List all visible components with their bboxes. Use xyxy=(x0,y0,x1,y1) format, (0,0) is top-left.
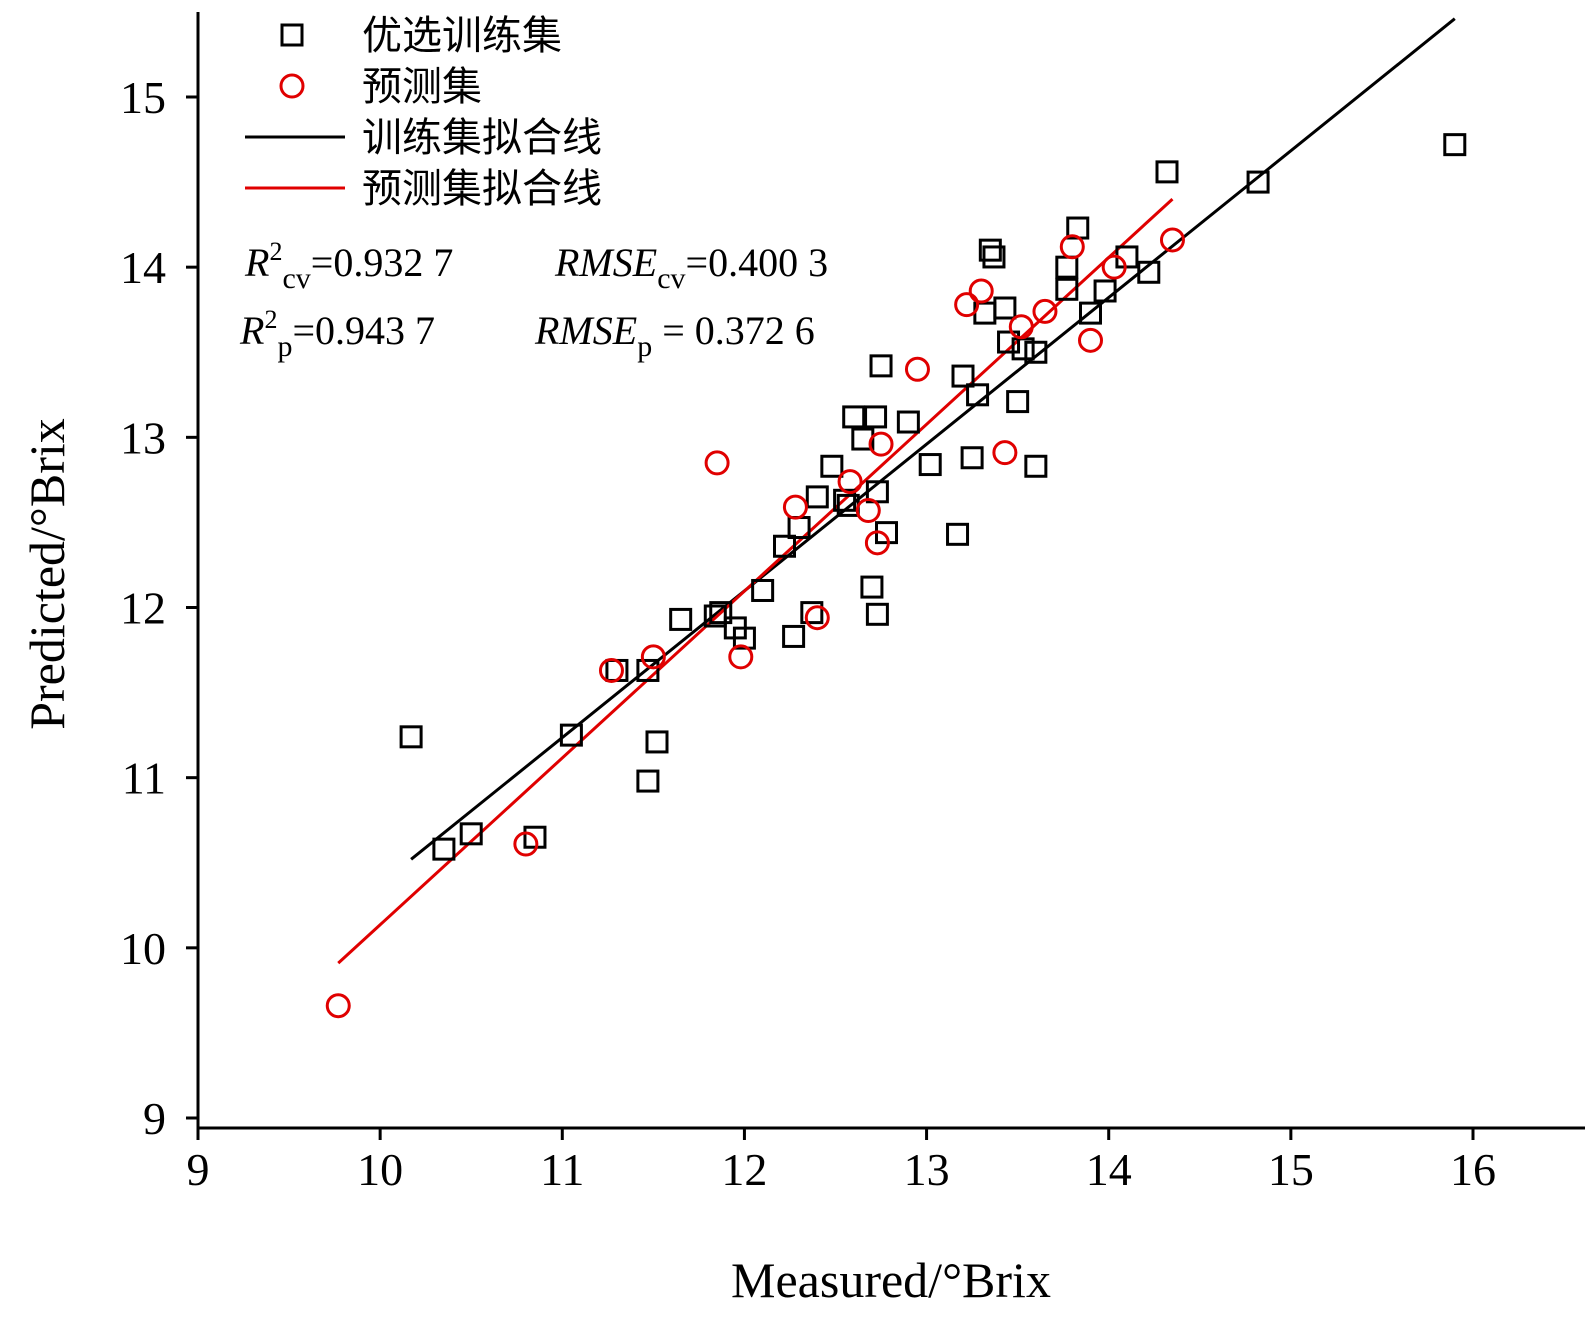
training-point xyxy=(1079,301,1102,325)
prediction-point xyxy=(904,356,930,382)
training-point xyxy=(960,446,984,470)
training-point xyxy=(782,624,806,648)
prediction-point xyxy=(855,498,881,524)
training-point xyxy=(896,410,920,434)
prediction-point xyxy=(513,831,539,857)
legend-label: 预测集拟合线 xyxy=(362,166,602,212)
y-tick-label: 10 xyxy=(120,923,166,974)
y-tick-label: 13 xyxy=(120,412,166,463)
training-point xyxy=(869,354,893,378)
y-tick-label: 15 xyxy=(120,72,166,123)
training-point xyxy=(978,238,1002,262)
prediction-point xyxy=(864,530,890,556)
prediction-point xyxy=(1159,227,1185,253)
training-point xyxy=(864,405,888,429)
prediction-point xyxy=(1032,298,1058,324)
training-point xyxy=(1443,133,1467,157)
x-tick-label: 16 xyxy=(1450,1144,1496,1195)
x-tick-label: 15 xyxy=(1268,1144,1314,1195)
x-tick-label: 14 xyxy=(1086,1144,1132,1195)
prediction-point xyxy=(1008,314,1034,340)
y-tick-label: 9 xyxy=(143,1093,166,1144)
legend-label: 优选训练集 xyxy=(362,13,562,59)
legend-square-icon xyxy=(280,23,304,47)
prediction-point xyxy=(1078,327,1103,353)
prediction-point xyxy=(598,657,624,683)
prediction-point xyxy=(968,278,994,304)
training-point xyxy=(842,405,866,429)
stats-line-cv: R2cv=0.932 7 RMSEcv=0.400 3 xyxy=(244,237,828,295)
x-tick-label: 13 xyxy=(904,1144,950,1195)
training-point xyxy=(636,658,660,682)
legend-label: 预测集 xyxy=(362,64,482,110)
training-point xyxy=(1246,170,1270,194)
prediction-point xyxy=(954,292,980,318)
training-point xyxy=(860,575,884,599)
y-tick-label: 12 xyxy=(120,583,166,634)
legend-circle-icon xyxy=(279,73,305,99)
training-point xyxy=(459,822,483,846)
training-point xyxy=(800,601,824,625)
prediction-point xyxy=(640,644,666,670)
training-point xyxy=(918,453,942,477)
data-points xyxy=(325,133,1467,1019)
training-point xyxy=(1006,390,1030,414)
prediction-point xyxy=(1059,234,1085,260)
training-point xyxy=(997,330,1021,354)
prediction-point xyxy=(1101,254,1127,280)
ticks: 9 10 11 12 13 14 15 16 9 10 11 12 13 14 15 xyxy=(120,72,1496,1195)
x-tick-label: 11 xyxy=(540,1144,584,1195)
training-point xyxy=(732,626,756,650)
training-point xyxy=(966,383,990,407)
training-point xyxy=(709,601,733,625)
prediction-point xyxy=(704,450,730,476)
x-tick-label: 12 xyxy=(721,1144,767,1195)
training-point xyxy=(751,578,775,602)
training-point xyxy=(865,602,889,626)
training-point xyxy=(946,522,970,546)
training-point xyxy=(805,485,829,509)
training-point xyxy=(703,604,727,628)
training-fit-line xyxy=(410,17,1456,861)
prediction-point xyxy=(728,644,754,670)
training-point xyxy=(399,725,423,749)
training-point xyxy=(432,837,456,861)
x-tick-label: 10 xyxy=(357,1144,403,1195)
prediction-point xyxy=(992,440,1018,466)
y-tick-label: 11 xyxy=(122,753,166,804)
prediction-point xyxy=(868,431,894,457)
training-point xyxy=(669,607,693,631)
training-point xyxy=(1055,255,1079,279)
training-point xyxy=(865,480,889,504)
training-point xyxy=(1024,454,1048,478)
prediction-point xyxy=(782,494,808,520)
training-point xyxy=(1137,260,1161,284)
training-point xyxy=(1155,160,1179,184)
training-point xyxy=(645,730,669,754)
training-point xyxy=(951,364,975,388)
legend-label: 训练集拟合线 xyxy=(362,115,602,161)
prediction-point xyxy=(837,469,863,495)
prediction-point xyxy=(804,605,830,631)
training-point xyxy=(993,296,1017,320)
y-axis-title: Predicted/°Brix xyxy=(19,418,75,730)
x-axis-title: Measured/°Brix xyxy=(731,1252,1051,1308)
training-point xyxy=(982,245,1006,269)
training-point xyxy=(773,534,796,558)
training-point xyxy=(820,454,844,478)
y-tick-label: 14 xyxy=(120,242,166,293)
training-point xyxy=(636,769,660,793)
training-point xyxy=(1024,340,1048,364)
training-point xyxy=(559,723,583,747)
axes xyxy=(196,12,1585,1130)
prediction-point xyxy=(325,993,351,1019)
x-tick-label: 9 xyxy=(187,1144,210,1195)
training-point xyxy=(1055,277,1079,301)
training-point xyxy=(1093,279,1117,303)
stats-line-p: R2p=0.943 7 RMSEp = 0.372 6 xyxy=(239,305,815,363)
